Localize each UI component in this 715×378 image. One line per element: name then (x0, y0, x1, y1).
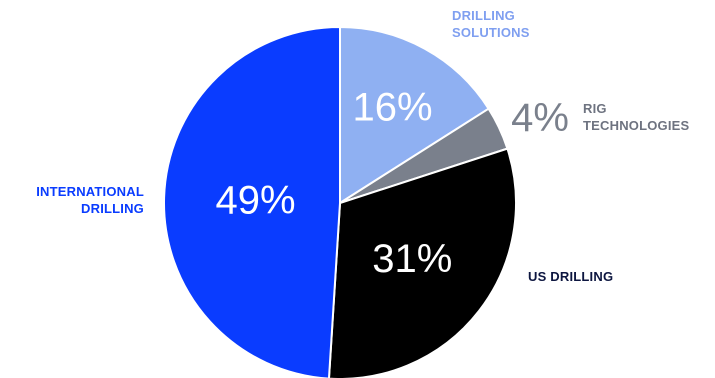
category-label-drilling-solutions: DRILLING SOLUTIONS (452, 7, 530, 41)
category-label-international-drilling: INTERNATIONAL DRILLING (36, 183, 144, 217)
pct-label-rig-technologies: 4% (511, 96, 569, 140)
pct-label-drilling-solutions: 16% (353, 85, 433, 129)
pct-label-international-drilling: 49% (216, 178, 296, 222)
category-label-rig-technologies: RIG TECHNOLOGIES (583, 100, 689, 134)
category-label-us-drilling: US DRILLING (528, 268, 613, 285)
pct-label-us-drilling: 31% (372, 237, 452, 281)
